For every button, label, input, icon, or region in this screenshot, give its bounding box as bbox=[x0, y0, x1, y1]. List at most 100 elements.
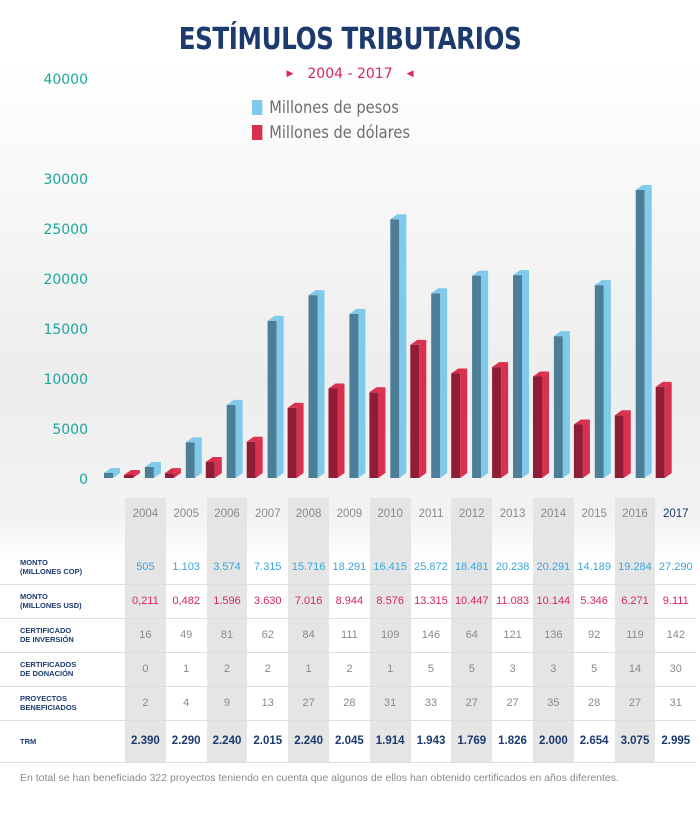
table-cell: 5.346 bbox=[573, 584, 615, 619]
table-cell: 0,482 bbox=[165, 584, 207, 619]
table-cell: 2.995 bbox=[655, 720, 697, 763]
bar-usd-2011 bbox=[410, 339, 427, 478]
spacer-cell bbox=[655, 520, 696, 550]
subtitle-row: ▶ 2004 - 2017 ◀ bbox=[0, 66, 700, 82]
table-cell: 27 bbox=[288, 686, 329, 721]
table-cell: 3 bbox=[492, 652, 533, 687]
row-label-line: CERTIFICADOS bbox=[20, 660, 77, 669]
bar-usd-2006 bbox=[205, 457, 222, 478]
x-tick-label: 2015 bbox=[581, 508, 607, 520]
spacer-cell bbox=[329, 520, 370, 550]
legend-item-usd: Millones de dólares bbox=[252, 123, 410, 143]
table-cell: 9.111 bbox=[655, 584, 697, 619]
table-cell: 35 bbox=[532, 686, 574, 721]
y-tick-label: 25000 bbox=[43, 222, 88, 238]
x-tick-label: 2011 bbox=[418, 508, 444, 520]
row-label: MONTO (MILLONES USD) bbox=[0, 584, 125, 619]
x-tick-label: 2010 bbox=[369, 498, 411, 520]
bar-cop-2013 bbox=[472, 270, 489, 478]
table-cell: 7.016 bbox=[288, 584, 329, 619]
row-label: MONTO (MILLONES COP) bbox=[0, 550, 125, 585]
spacer-cell bbox=[574, 520, 615, 550]
table-cell: 13 bbox=[247, 686, 289, 721]
table-cell: 2 bbox=[125, 686, 166, 721]
bar-usd-2007 bbox=[246, 436, 263, 478]
spacer-cell bbox=[614, 520, 656, 550]
table-row-trm: TRM 2.390 2.290 2.240 2.015 2.240 2.045 1.914 1.… bbox=[0, 720, 697, 763]
bar-usd-2010 bbox=[369, 387, 386, 478]
table-cell: 14.189 bbox=[573, 550, 615, 585]
table-cell: 10.447 bbox=[451, 584, 493, 619]
table-cell: 2 bbox=[328, 652, 370, 687]
row-label-line: MONTO bbox=[20, 557, 48, 567]
table-cell: 146 bbox=[410, 618, 452, 653]
table-cell: 49 bbox=[165, 618, 207, 653]
row-label: CERTIFICADO DE INVERSIÓN bbox=[0, 618, 125, 653]
table-cell: 2.654 bbox=[573, 720, 615, 763]
y-tick-label: 20000 bbox=[43, 272, 88, 288]
table-cell: 2.240 bbox=[288, 720, 329, 763]
bar-cop-2005 bbox=[144, 461, 161, 478]
table-cell: 15.716 bbox=[288, 550, 329, 585]
table-cell: 109 bbox=[369, 618, 411, 653]
bar-cop-2010 bbox=[349, 308, 366, 478]
table-cell: 13.315 bbox=[410, 584, 452, 619]
bar-cop-2011 bbox=[390, 214, 407, 478]
row-label: PROYECTOS BENEFICIADOS bbox=[0, 686, 125, 721]
bar-cop-2012 bbox=[431, 288, 448, 478]
footnote: En total se han beneficiado 322 proyecto… bbox=[20, 772, 619, 784]
spacer-cell bbox=[492, 520, 533, 550]
x-tick-label: 2005 bbox=[173, 508, 199, 520]
table-row-usd: MONTO (MILLONES USD) 0,211 0,482 1.596 3.630 7… bbox=[0, 584, 697, 619]
x-tick-label: 2004 bbox=[125, 498, 166, 520]
header-blank-cell bbox=[0, 498, 125, 520]
table-cell: 1.914 bbox=[369, 720, 411, 763]
x-tick-label: 2008 bbox=[288, 498, 329, 520]
row-label-line: PROYECTOS bbox=[20, 694, 67, 703]
row-label: TRM bbox=[0, 720, 125, 763]
x-tick-label: 2007 bbox=[254, 508, 281, 520]
page-title: ESTÍMULOS TRIBUTARIOS bbox=[178, 22, 522, 57]
table-cell: 16.415 bbox=[369, 550, 411, 585]
bar-cop-2016 bbox=[594, 280, 611, 478]
row-label-line: BENEFICIADOS bbox=[20, 703, 77, 712]
table-cell: 62 bbox=[247, 618, 289, 653]
table-cell: 0 bbox=[125, 652, 166, 687]
table-cell: 64 bbox=[451, 618, 493, 653]
data-table: 2004 2005 2006 2007 2008 2009 2010 2011 2012 2013… bbox=[0, 498, 700, 763]
table-cell: 3.574 bbox=[206, 550, 248, 585]
table-cell: 11.083 bbox=[492, 584, 533, 619]
table-row-don: CERTIFICADOS DE DONACIÓN 0 1 2 2 1 2 1 5 5 3 3 5 14 30 bbox=[0, 652, 697, 687]
bar-usd-2014 bbox=[533, 371, 549, 478]
table-cell: 19.284 bbox=[614, 550, 656, 585]
table-cell: 27 bbox=[451, 686, 493, 721]
bar-usd-2017 bbox=[655, 381, 672, 478]
bar-usd-2012 bbox=[451, 368, 468, 478]
table-cell: 8.944 bbox=[328, 584, 370, 619]
table-cell: 0,211 bbox=[125, 584, 166, 619]
table-cell: 1.943 bbox=[410, 720, 452, 763]
spacer-cell bbox=[451, 520, 493, 550]
table-cell: 6.271 bbox=[614, 584, 656, 619]
table-cell: 7.315 bbox=[247, 550, 289, 585]
table-cell: 2.240 bbox=[206, 720, 248, 763]
table-cell: 27 bbox=[492, 686, 533, 721]
x-tick-label: 2013 bbox=[499, 508, 526, 520]
table-cell: 2.000 bbox=[532, 720, 574, 763]
legend-label-usd: Millones de dólares bbox=[269, 123, 410, 143]
table-cell: 505 bbox=[125, 550, 166, 585]
bar-cop-2014 bbox=[513, 270, 529, 478]
table-cell: 20.291 bbox=[532, 550, 574, 585]
bar-cop-2017 bbox=[635, 185, 652, 478]
x-tick-label: 2014 bbox=[532, 498, 574, 520]
bar-cop-2006 bbox=[185, 437, 202, 478]
row-label-line: CERTIFICADO bbox=[20, 626, 72, 635]
x-tick-label: 2012 bbox=[451, 498, 493, 520]
row-label: CERTIFICADOS DE DONACIÓN bbox=[0, 652, 125, 687]
spacer-cell bbox=[0, 520, 125, 550]
table-cell: 2.015 bbox=[247, 720, 289, 763]
right-triangle-icon: ▶ bbox=[286, 69, 294, 79]
table-cell: 27 bbox=[614, 686, 656, 721]
y-tick-label: 5000 bbox=[52, 422, 88, 438]
y-tick-label: 10000 bbox=[43, 372, 88, 388]
